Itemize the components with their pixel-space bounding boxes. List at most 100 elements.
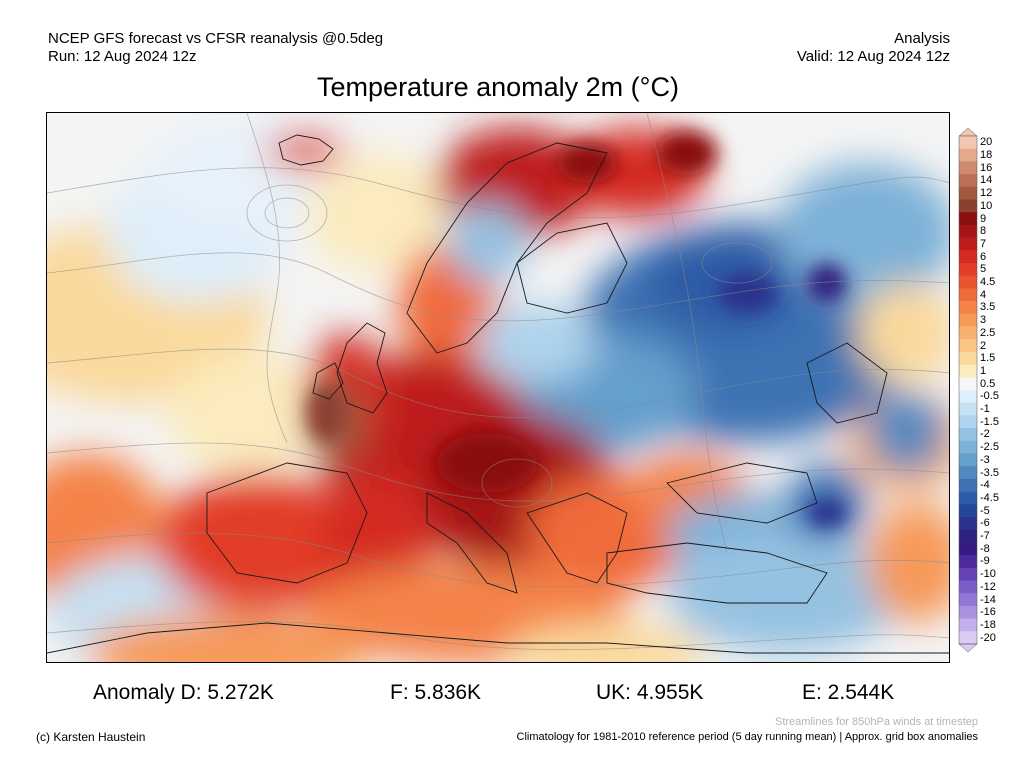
caspian-outline <box>806 342 888 424</box>
anomaly-field <box>47 118 949 662</box>
colorbar-tick-label: 2.5 <box>980 326 996 339</box>
colorbar-band <box>959 364 977 378</box>
colorbar-tick-label: 12 <box>980 187 993 200</box>
colorbar-band <box>959 263 977 276</box>
colorbar-band <box>959 504 977 518</box>
ireland-outline <box>312 362 344 400</box>
north-africa-coast <box>47 622 949 654</box>
colorbar-band <box>959 224 977 238</box>
colorbar-band <box>959 339 977 353</box>
colorbar-tick-label: -6 <box>980 517 990 530</box>
colorbar-band <box>959 440 977 454</box>
anomaly-spain: E: 2.544K <box>802 681 895 704</box>
anomaly-detail <box>307 131 847 527</box>
colorbar-tick-label: 1.5 <box>980 352 996 365</box>
run-time: Run: 12 Aug 2024 12z <box>48 48 197 65</box>
climatology-note: Climatology for 1981-2010 reference peri… <box>516 731 978 743</box>
anomaly-map <box>46 112 950 663</box>
colorbar-tick-label: -4.5 <box>980 491 999 504</box>
colorbar-band <box>959 567 977 581</box>
colorbar-tick-label: 3 <box>980 314 987 327</box>
colorbar-band <box>959 326 977 340</box>
iberia-outline <box>206 462 368 584</box>
colorbar-band <box>959 529 977 543</box>
colorbar-tick-label: 14 <box>980 174 993 187</box>
streamline-note: Streamlines for 850hPa winds at timestep <box>775 716 978 728</box>
colorbar-band <box>959 390 977 403</box>
colorbar-tick-label: -7 <box>980 530 990 543</box>
colorbar-bottom-arrow <box>958 643 978 652</box>
black-sea-outline <box>666 462 818 524</box>
colorbar-tick-label: -0.5 <box>980 390 999 403</box>
colorbar-band <box>959 580 977 594</box>
colorbar-band <box>959 186 977 200</box>
valid-time: Valid: 12 Aug 2024 12z <box>796 48 950 65</box>
colorbar-band <box>959 555 977 569</box>
anatolia-outline <box>606 542 828 604</box>
colorbar-tick-label: 4.5 <box>980 276 996 289</box>
colorbar-tick-label: -16 <box>980 606 996 619</box>
colorbar-tick-label: 3.5 <box>980 301 996 314</box>
colorbar-band <box>959 517 977 530</box>
colorbar-tick-label: -9 <box>980 555 990 568</box>
colorbar-band <box>959 491 977 505</box>
colorbar-tick-label: -3.5 <box>980 466 999 479</box>
finland-outline <box>516 222 628 314</box>
streamlines <box>47 113 949 650</box>
colorbar-tick-label: -2.5 <box>980 441 999 454</box>
colorbar-band <box>959 542 977 556</box>
iceland-outline <box>278 134 334 166</box>
colorbar-tick-label: -3 <box>980 453 990 466</box>
anomaly-uk: UK: 4.955K <box>596 681 704 704</box>
colorbar-tick-label: -1 <box>980 403 990 416</box>
colorbar-band <box>959 174 977 188</box>
colorbar-tick-label: 4 <box>980 288 987 301</box>
anomaly-map-canvas <box>47 113 949 662</box>
colorbar-tick-label: -18 <box>980 618 996 631</box>
colorbar-top-arrow <box>958 128 978 137</box>
colorbar-band <box>959 415 977 429</box>
colorbar-tick-label: -5 <box>980 504 990 517</box>
colorbar-tick-label: 10 <box>980 199 993 212</box>
colorbar-tick-label: 8 <box>980 225 987 238</box>
scandinavia-outline <box>406 142 608 354</box>
colorbar-tick-label: -2 <box>980 428 990 441</box>
colorbar-band <box>959 402 977 416</box>
colorbar-tick-label: 2 <box>980 339 987 352</box>
colorbar-tick-label: 20 <box>980 136 993 149</box>
colorbar-band <box>959 288 977 302</box>
colorbar <box>958 128 978 652</box>
anomaly-germany: Anomaly D: 5.272K <box>93 681 274 704</box>
colorbar-band <box>959 250 977 264</box>
great-britain-outline <box>336 322 388 414</box>
italy-outline <box>426 492 518 594</box>
colorbar-band <box>959 351 977 365</box>
colorbar-band <box>959 237 977 251</box>
colorbar-band <box>959 161 977 175</box>
colorbar-band <box>959 148 977 162</box>
map-title: Temperature anomaly 2m (°C) <box>317 72 679 102</box>
colorbar-tick-label: 7 <box>980 237 987 250</box>
coastlines <box>47 134 949 654</box>
colorbar-band <box>959 212 977 226</box>
colorbar-tick-label: -12 <box>980 580 996 593</box>
colorbar-band <box>959 605 977 619</box>
colorbar-band <box>959 466 977 480</box>
colorbar-tick-label: 5 <box>980 263 987 276</box>
colorbar-tick-label: 0.5 <box>980 377 996 390</box>
colorbar-band <box>959 301 977 315</box>
colorbar-band <box>959 631 977 645</box>
analysis-label: Analysis <box>894 30 950 47</box>
colorbar-band <box>959 428 977 442</box>
colorbar-tick-label: -4 <box>980 479 990 492</box>
colorbar-outline <box>958 135 978 645</box>
colorbar-band <box>959 136 977 149</box>
copyright: (c) Karsten Haustein <box>36 730 146 744</box>
colorbar-band <box>959 377 977 391</box>
colorbar-tick-label: 9 <box>980 212 987 225</box>
colorbar-band <box>959 618 977 632</box>
colorbar-band <box>959 453 977 467</box>
anomaly-france: F: 5.836K <box>390 681 482 704</box>
colorbar-band <box>959 313 977 327</box>
colorbar-tick-label: -8 <box>980 542 990 555</box>
